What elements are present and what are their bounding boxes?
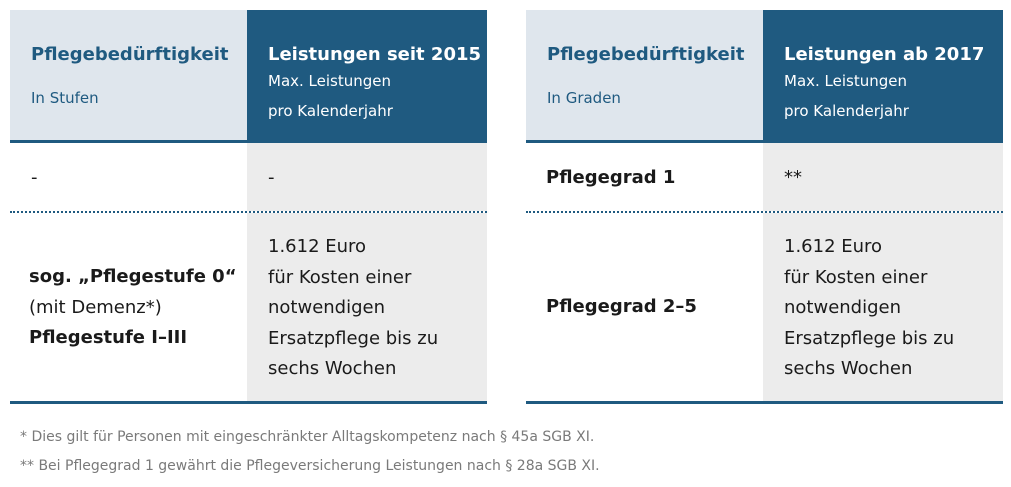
row-divider-dotted	[526, 211, 1003, 213]
cell-line: 1.612 Euro	[784, 236, 883, 257]
header-title: Pflegebedürftigkeit	[31, 44, 229, 65]
header-divider	[10, 140, 487, 143]
table-cell: 1.612 Euro für Kosten einer notwendigen …	[268, 232, 438, 385]
cell-background	[763, 143, 1003, 211]
footnote: ** Bei Pflegegrad 1 gewährt die Pflegeve…	[20, 458, 600, 474]
cell-line: sechs Wochen	[784, 358, 913, 379]
header-cell-leistungen: Leistungen ab 2017 Max. Leistungen pro K…	[763, 10, 1003, 140]
header-subtitle: Max. Leistungen pro Kalenderjahr	[784, 66, 909, 126]
header-subtitle-line: Max. Leistungen	[268, 72, 392, 90]
header-title: Leistungen ab 2017	[784, 44, 985, 65]
table-cell: 1.612 Euro für Kosten einer notwendigen …	[784, 232, 954, 385]
header-divider	[526, 140, 1003, 143]
header-subtitle-line: pro Kalenderjahr	[784, 102, 909, 120]
header-cell-leistungen: Leistungen seit 2015 Max. Leistungen pro…	[247, 10, 487, 140]
table-leistungen-ab-2017: Pflegebedürftigkeit In Graden Leistungen…	[526, 10, 1003, 404]
cell-line: Pflegestufe I–III	[29, 327, 188, 348]
cell-line: notwendigen	[268, 297, 386, 318]
cell-line: (mit Demenz*)	[29, 296, 162, 318]
table-header: Pflegebedürftigkeit In Stufen Leistungen…	[10, 10, 487, 140]
cell-line: 1.612 Euro	[268, 236, 367, 257]
row-divider-dotted	[10, 211, 487, 213]
table-cell: -	[268, 167, 275, 188]
table-cell: sog. „Pflegestufe 0“ (mit Demenz*) Pfleg…	[29, 262, 237, 354]
cell-line: für Kosten einer	[268, 266, 412, 288]
table-bottom-rule	[526, 401, 1003, 404]
header-title: Pflegebedürftigkeit	[547, 44, 745, 65]
footnote: * Dies gilt für Personen mit eingeschrän…	[20, 429, 595, 445]
header-subtitle: Max. Leistungen pro Kalenderjahr	[268, 66, 393, 126]
table-cell: -	[31, 167, 38, 188]
table-cell: Pflegegrad 2–5	[546, 296, 697, 317]
cell-line: notwendigen	[784, 297, 902, 318]
table-bottom-rule	[10, 401, 487, 404]
cell-background	[763, 213, 1003, 401]
header-subtitle-line: pro Kalenderjahr	[268, 102, 393, 120]
cell-line: für Kosten einer	[784, 266, 928, 288]
cell-line: sechs Wochen	[268, 358, 397, 379]
table-header: Pflegebedürftigkeit In Graden Leistungen…	[526, 10, 1003, 140]
cell-background	[247, 143, 487, 211]
header-cell-pflegebeduerftigkeit: Pflegebedürftigkeit In Stufen	[10, 10, 247, 140]
header-title: Leistungen seit 2015	[268, 44, 482, 65]
cell-line: Ersatzpflege bis zu	[784, 327, 955, 349]
table-cell: **	[784, 167, 802, 188]
header-cell-pflegebeduerftigkeit: Pflegebedürftigkeit In Graden	[526, 10, 763, 140]
header-subtitle: In Graden	[547, 89, 621, 107]
table-leistungen-seit-2015: Pflegebedürftigkeit In Stufen Leistungen…	[10, 10, 487, 404]
cell-line: Ersatzpflege bis zu	[268, 327, 439, 349]
cell-line: sog. „Pflegestufe 0“	[29, 266, 237, 287]
header-subtitle: In Stufen	[31, 89, 99, 107]
table-cell: Pflegegrad 1	[546, 167, 676, 188]
header-subtitle-line: Max. Leistungen	[784, 72, 908, 90]
cell-background	[247, 213, 487, 401]
